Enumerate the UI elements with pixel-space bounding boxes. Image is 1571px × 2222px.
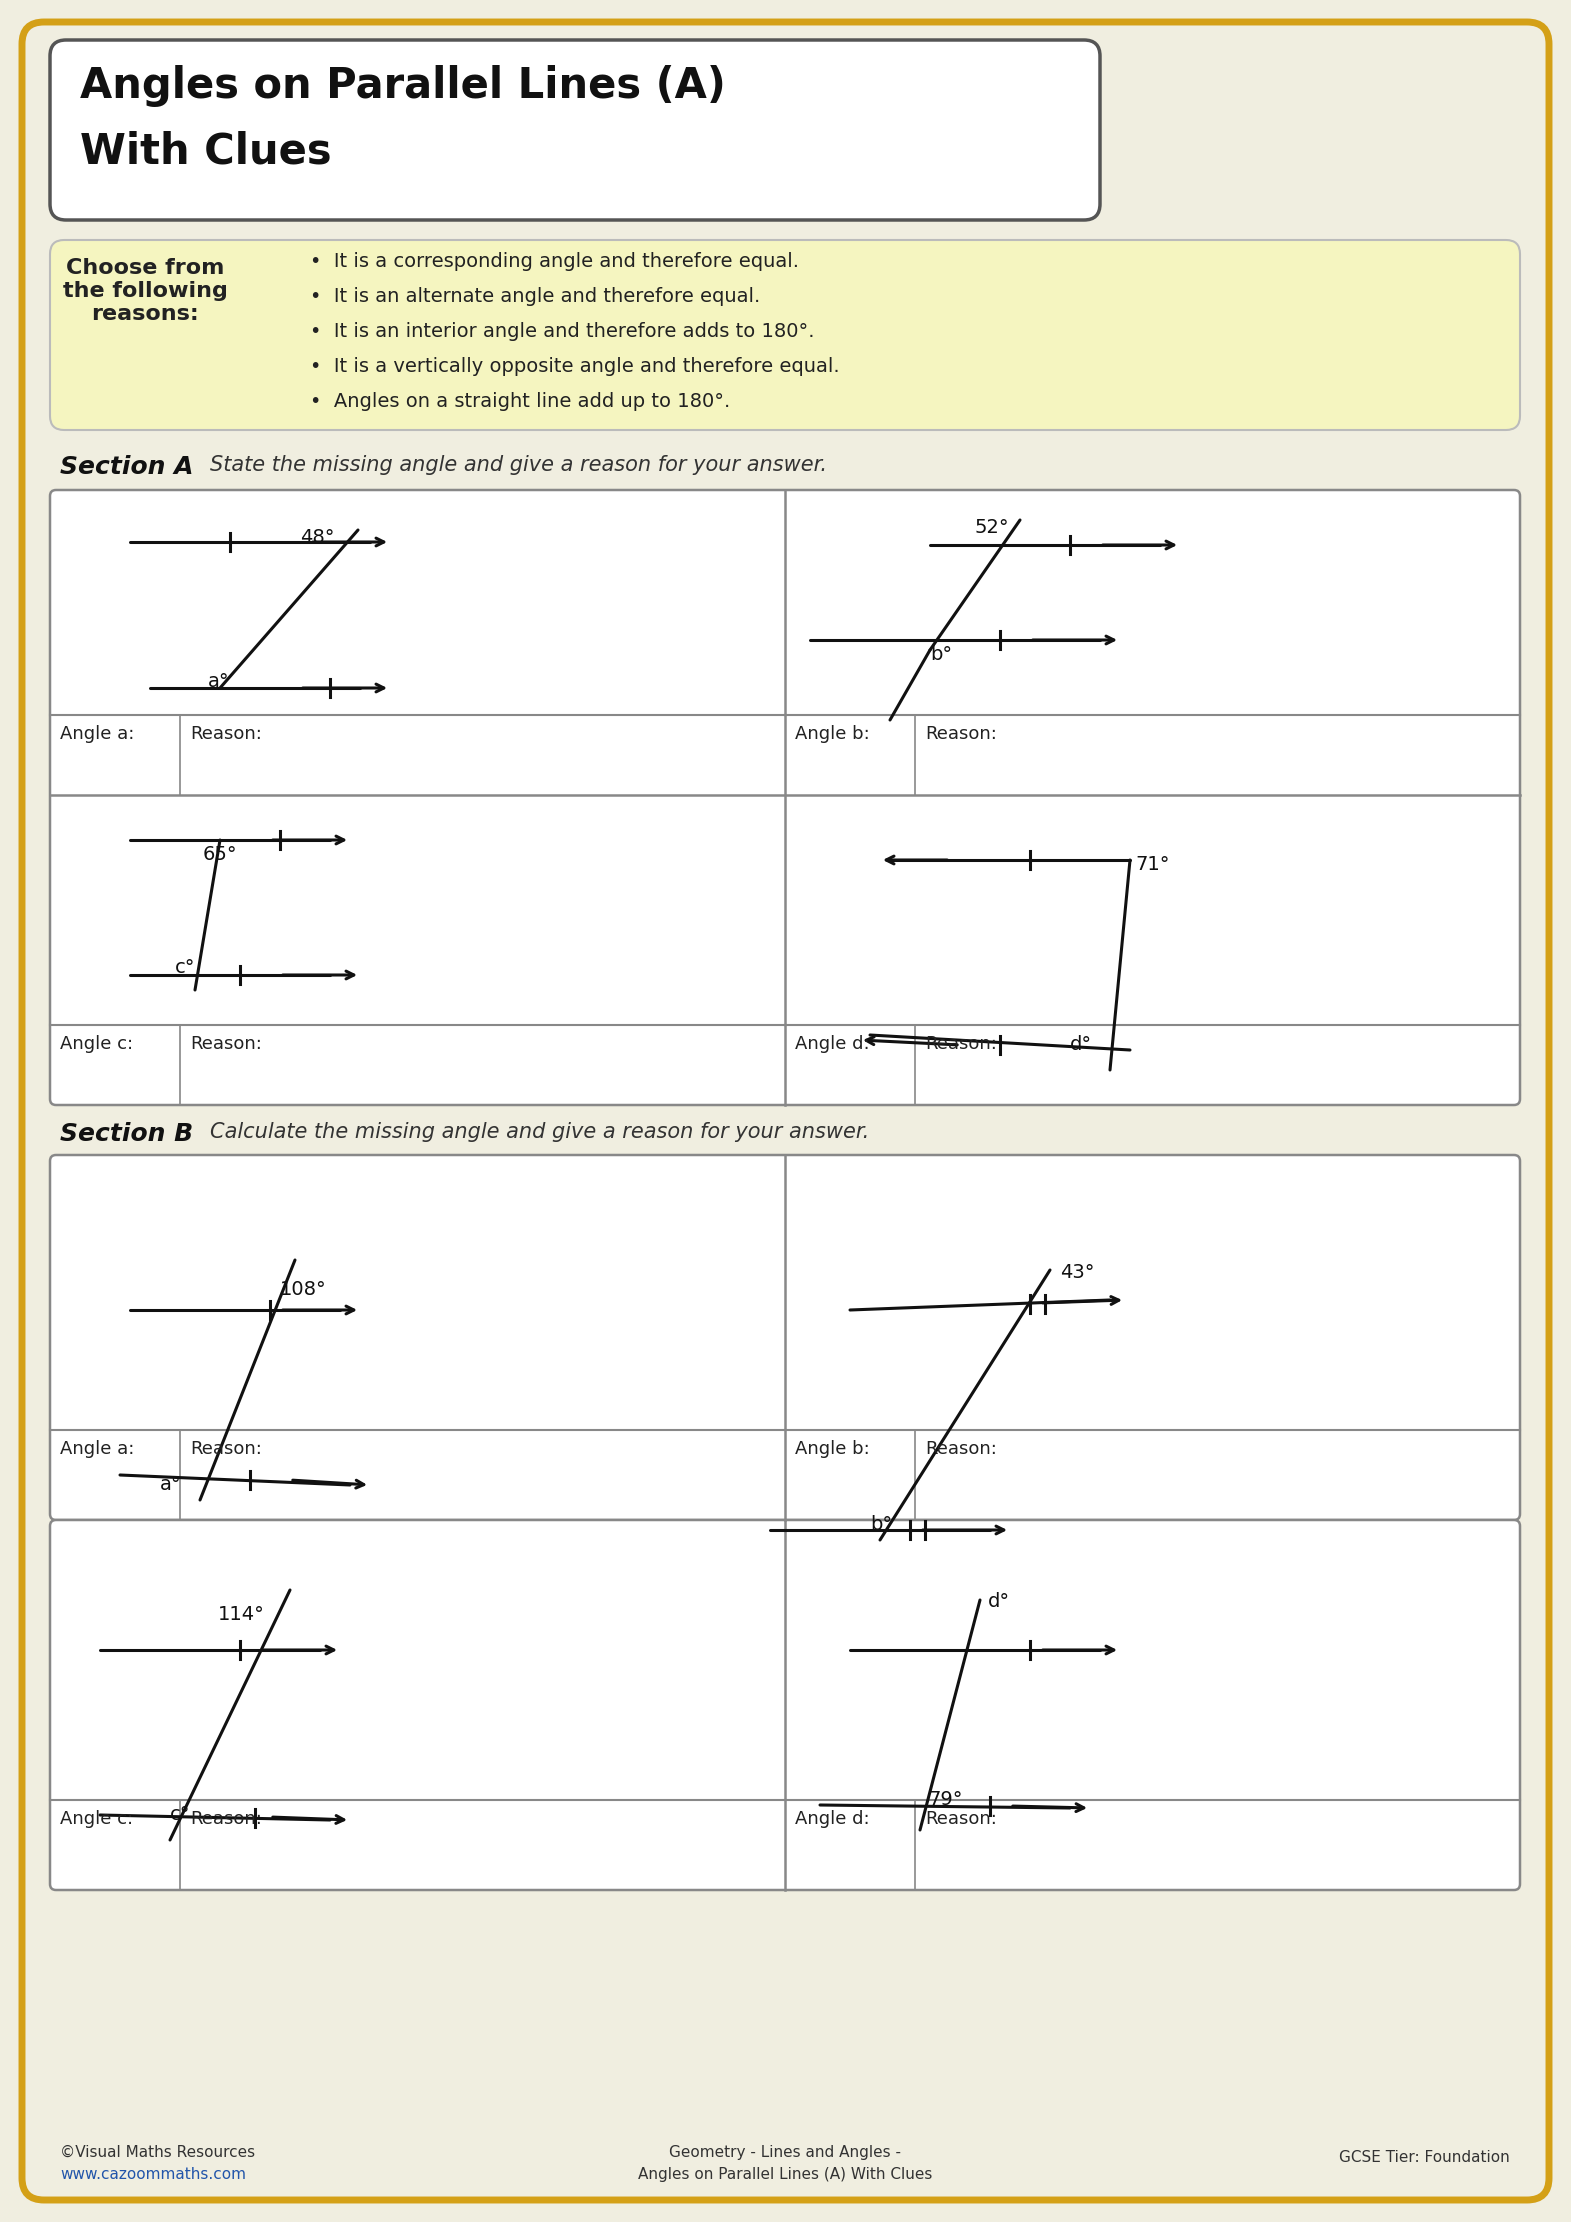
Text: Section A: Section A [60, 456, 193, 480]
FancyBboxPatch shape [50, 1520, 1521, 1891]
Text: Angles on Parallel Lines (A) With Clues: Angles on Parallel Lines (A) With Clues [638, 2166, 932, 2182]
Text: c°: c° [174, 958, 195, 978]
Text: 43°: 43° [1060, 1262, 1095, 1282]
Text: •  It is a vertically opposite angle and therefore equal.: • It is a vertically opposite angle and … [309, 358, 839, 376]
Text: 52°: 52° [976, 518, 1010, 538]
FancyBboxPatch shape [50, 1155, 1521, 1520]
Text: 108°: 108° [280, 1280, 327, 1300]
Text: •  Angles on a straight line add up to 180°.: • Angles on a straight line add up to 18… [309, 391, 731, 411]
Text: 71°: 71° [1134, 855, 1169, 873]
Text: State the missing angle and give a reason for your answer.: State the missing angle and give a reaso… [211, 456, 826, 476]
FancyBboxPatch shape [22, 22, 1549, 2200]
Text: Reason:: Reason: [190, 1440, 262, 1458]
Text: Calculate the missing angle and give a reason for your answer.: Calculate the missing angle and give a r… [211, 1122, 869, 1142]
Text: Choose from
the following
reasons:: Choose from the following reasons: [63, 258, 228, 324]
Text: Geometry - Lines and Angles -: Geometry - Lines and Angles - [669, 2144, 902, 2160]
Text: b°: b° [870, 1515, 892, 1533]
Text: Reason:: Reason: [190, 1035, 262, 1053]
Text: GCSE Tier: Foundation: GCSE Tier: Foundation [1338, 2151, 1510, 2164]
Text: 65°: 65° [203, 844, 237, 864]
Text: With Clues: With Clues [80, 131, 331, 171]
Text: a°: a° [160, 1475, 182, 1493]
Text: www.cazoommaths.com: www.cazoommaths.com [60, 2166, 247, 2182]
Text: Angle c:: Angle c: [60, 1811, 134, 1829]
Text: •  It is an alternate angle and therefore equal.: • It is an alternate angle and therefore… [309, 287, 760, 307]
Text: Reason:: Reason: [925, 1440, 998, 1458]
Text: Angle a:: Angle a: [60, 1440, 135, 1458]
Text: Angles on Parallel Lines (A): Angles on Parallel Lines (A) [80, 64, 726, 107]
Text: Angle a:: Angle a: [60, 724, 135, 742]
Text: c°: c° [170, 1804, 190, 1824]
Text: Angle b:: Angle b: [795, 1440, 870, 1458]
Text: Angle d:: Angle d: [795, 1811, 870, 1829]
Text: Reason:: Reason: [925, 1035, 998, 1053]
Text: Angle c:: Angle c: [60, 1035, 134, 1053]
FancyBboxPatch shape [50, 40, 1100, 220]
FancyBboxPatch shape [50, 491, 1521, 1104]
Text: Angle b:: Angle b: [795, 724, 870, 742]
Text: a°: a° [207, 671, 229, 691]
Text: d°: d° [1070, 1035, 1092, 1053]
Text: Reason:: Reason: [190, 724, 262, 742]
Text: •  It is a corresponding angle and therefore equal.: • It is a corresponding angle and theref… [309, 251, 800, 271]
Text: •  It is an interior angle and therefore adds to 180°.: • It is an interior angle and therefore … [309, 322, 814, 340]
Text: d°: d° [988, 1591, 1010, 1611]
Text: 114°: 114° [218, 1604, 265, 1624]
FancyBboxPatch shape [50, 240, 1521, 431]
Text: ©Visual Maths Resources: ©Visual Maths Resources [60, 2144, 255, 2160]
Text: 48°: 48° [300, 529, 335, 547]
Text: Angle d:: Angle d: [795, 1035, 870, 1053]
Text: Section B: Section B [60, 1122, 193, 1147]
Text: Reason:: Reason: [925, 724, 998, 742]
Text: b°: b° [930, 644, 952, 664]
Text: 79°: 79° [928, 1791, 963, 1809]
Text: Reason:: Reason: [190, 1811, 262, 1829]
Text: Reason:: Reason: [925, 1811, 998, 1829]
